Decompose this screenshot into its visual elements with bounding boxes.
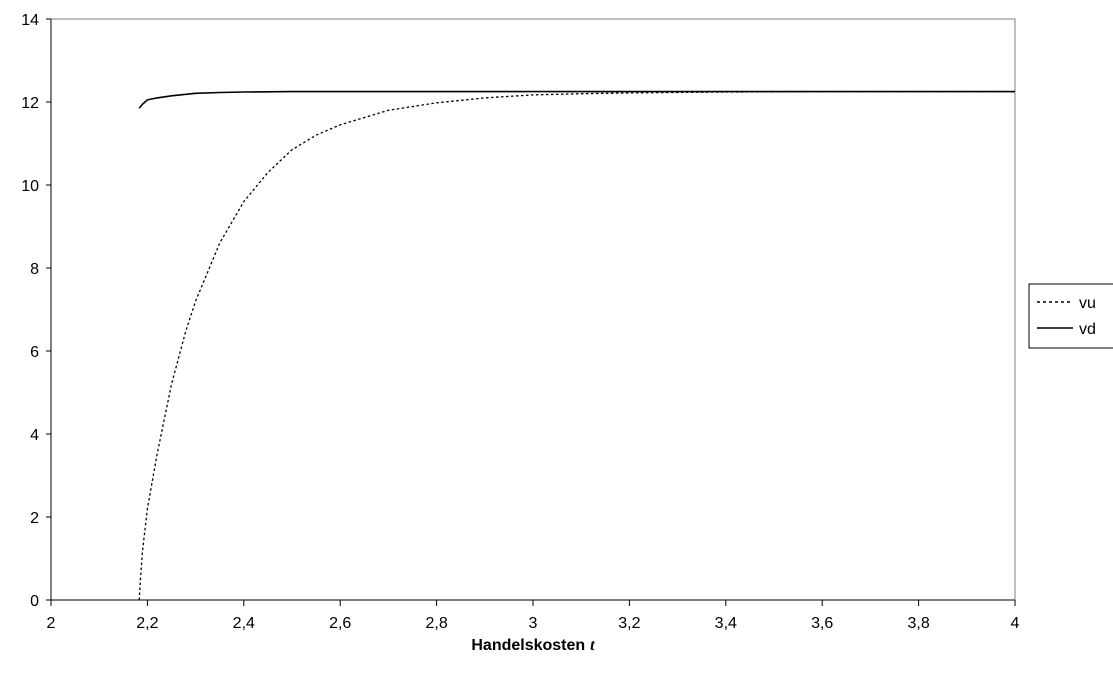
x-axis-title: Handelskosten t	[471, 637, 595, 654]
legend-box	[1028, 283, 1113, 349]
legend: vu vd	[1028, 283, 1113, 349]
x-axis-title-variable: t	[590, 637, 595, 654]
legend-label-vd: vd	[1079, 321, 1096, 338]
plot-area	[50, 18, 1016, 601]
x-tick-label: 2,8	[425, 615, 447, 632]
y-tick-label: 6	[30, 344, 39, 361]
x-tick-label: 2	[47, 615, 56, 632]
y-tick-label: 14	[21, 12, 39, 29]
y-tick-label: 10	[21, 178, 39, 195]
series-line-vd	[138, 90, 1015, 109]
legend-label-vu: vu	[1079, 295, 1096, 312]
x-tick-label: 2,4	[233, 615, 255, 632]
x-tick-label: 3,8	[907, 615, 929, 632]
x-tick-label: 2,6	[329, 615, 351, 632]
y-tick-label: 4	[30, 427, 39, 444]
x-tick-label: 3	[529, 615, 538, 632]
y-tick-label: 0	[30, 593, 39, 610]
y-tick-label: 12	[21, 95, 39, 112]
plot-frame	[50, 18, 1016, 601]
series-layer	[138, 90, 1015, 601]
x-tick-label: 3,4	[715, 615, 737, 632]
x-tick-label: 4	[1011, 615, 1020, 632]
series-line-vu	[138, 90, 1015, 601]
x-tick-label: 3,6	[811, 615, 833, 632]
y-tick-label: 2	[30, 510, 39, 527]
x-tick-label: 2,2	[136, 615, 158, 632]
axes	[46, 18, 1016, 606]
x-tick-label: 3,2	[618, 615, 640, 632]
x-axis-title-text: Handelskosten	[471, 637, 585, 654]
y-tick-label: 8	[30, 261, 39, 278]
